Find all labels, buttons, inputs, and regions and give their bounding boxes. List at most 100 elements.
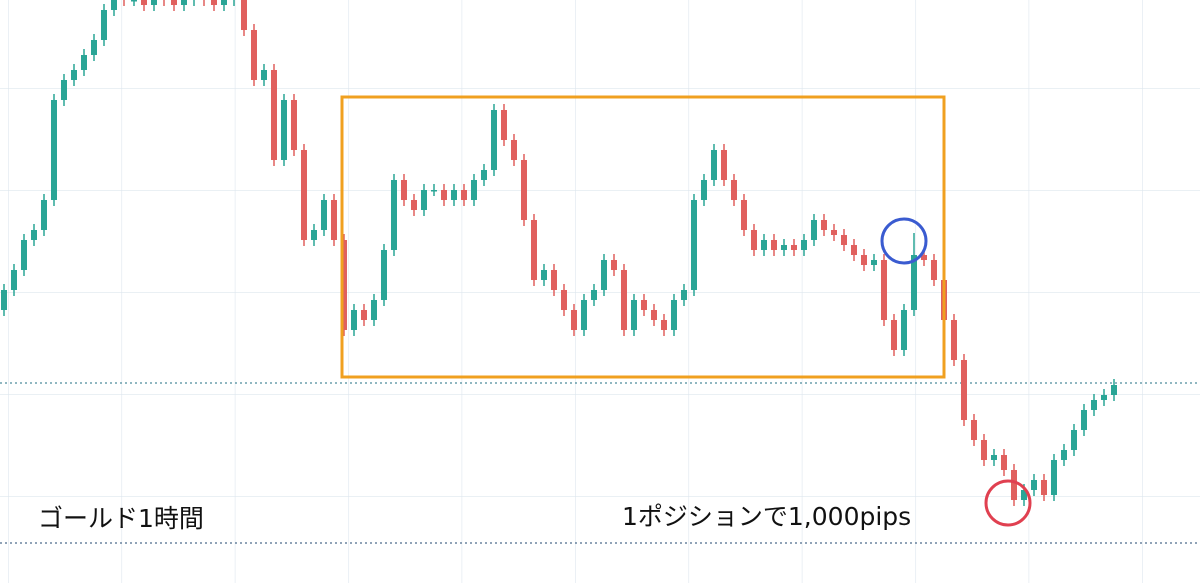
candle-body xyxy=(521,160,527,220)
candle-body xyxy=(411,200,417,210)
candle-body xyxy=(371,300,377,320)
candle-body xyxy=(341,240,347,330)
candle-body xyxy=(601,260,607,290)
candle-body xyxy=(761,240,767,250)
candle-body xyxy=(481,170,487,180)
candle-body xyxy=(821,220,827,230)
candle-body xyxy=(91,40,97,55)
candle-body xyxy=(631,300,637,330)
candle-body xyxy=(1041,480,1047,495)
candle-body xyxy=(1011,470,1017,500)
candle-body xyxy=(241,0,247,30)
candle-body xyxy=(721,150,727,180)
candle-body xyxy=(651,310,657,320)
candle-body xyxy=(901,310,907,350)
candle-body xyxy=(541,270,547,280)
candle-body xyxy=(361,310,367,320)
candle-body xyxy=(111,0,117,10)
candle-body xyxy=(891,320,897,350)
candle-body xyxy=(321,200,327,230)
candle-body xyxy=(1021,490,1027,500)
candle-body xyxy=(261,70,267,80)
candle-body xyxy=(281,100,287,160)
candle-body xyxy=(81,55,87,70)
candle-body xyxy=(581,300,587,330)
candle-body xyxy=(591,290,597,300)
candle-body xyxy=(831,230,837,235)
candle-body xyxy=(441,190,447,200)
blue-circle xyxy=(880,217,928,265)
candle-body xyxy=(1071,430,1077,450)
candle-body xyxy=(11,270,17,290)
candle-body xyxy=(701,180,707,200)
candle-body xyxy=(571,310,577,330)
candle-body xyxy=(211,0,217,5)
candle-body xyxy=(991,455,997,460)
candle-body xyxy=(1101,395,1107,400)
candle-body xyxy=(1081,410,1087,430)
candle-body xyxy=(131,0,137,2)
candle-body xyxy=(731,180,737,200)
red-circle xyxy=(984,479,1032,527)
annotation: 1ポジションで1,000pips xyxy=(622,502,911,531)
candle-body xyxy=(311,230,317,240)
candle-body xyxy=(1031,480,1037,490)
candle-body xyxy=(971,420,977,440)
candle-body xyxy=(181,0,187,5)
candle-body xyxy=(751,230,757,250)
candle-body xyxy=(921,255,927,260)
candle-body xyxy=(691,200,697,290)
candle-body xyxy=(851,245,857,255)
candle-body xyxy=(931,260,937,280)
candle-body xyxy=(801,240,807,250)
candle-body xyxy=(391,180,397,250)
candle-body xyxy=(961,360,967,420)
candle-body xyxy=(451,190,457,200)
candle-body xyxy=(421,190,427,210)
candle-body xyxy=(841,235,847,245)
candle-body xyxy=(911,255,917,310)
candle-body xyxy=(301,150,307,240)
candle-body xyxy=(31,230,37,240)
candle-body xyxy=(741,200,747,230)
candle-body xyxy=(431,190,437,192)
candle-body xyxy=(681,290,687,300)
candle-body xyxy=(491,110,497,170)
candle-body xyxy=(271,70,277,160)
candle-body xyxy=(1,290,7,310)
candle-body xyxy=(461,190,467,200)
candle-body xyxy=(221,0,227,5)
candle-body xyxy=(511,140,517,160)
candle-body xyxy=(291,100,297,150)
candle-body xyxy=(71,70,77,80)
candle-body xyxy=(641,300,647,310)
candle-body xyxy=(711,150,717,180)
candle-body xyxy=(21,240,27,270)
candle-body xyxy=(171,0,177,5)
range-box xyxy=(340,95,946,379)
candle-body xyxy=(881,260,887,320)
candle-body xyxy=(151,0,157,5)
candle-body xyxy=(531,220,537,280)
candle-body xyxy=(791,245,797,250)
candle-body xyxy=(611,260,617,270)
candle-body xyxy=(1111,385,1117,395)
candle-body xyxy=(671,300,677,330)
candle-body xyxy=(471,180,477,200)
candle-body xyxy=(811,220,817,240)
candle-body xyxy=(251,30,257,80)
candle-body xyxy=(621,270,627,330)
candle-body xyxy=(1051,460,1057,495)
candle-body xyxy=(401,180,407,200)
candle-body xyxy=(351,310,357,330)
candle-body xyxy=(51,100,57,200)
candle-body xyxy=(331,200,337,240)
candle-body xyxy=(861,255,867,265)
candle-body xyxy=(1001,455,1007,470)
candle-body xyxy=(101,10,107,40)
candle-body xyxy=(981,440,987,460)
candle-body xyxy=(501,110,507,140)
